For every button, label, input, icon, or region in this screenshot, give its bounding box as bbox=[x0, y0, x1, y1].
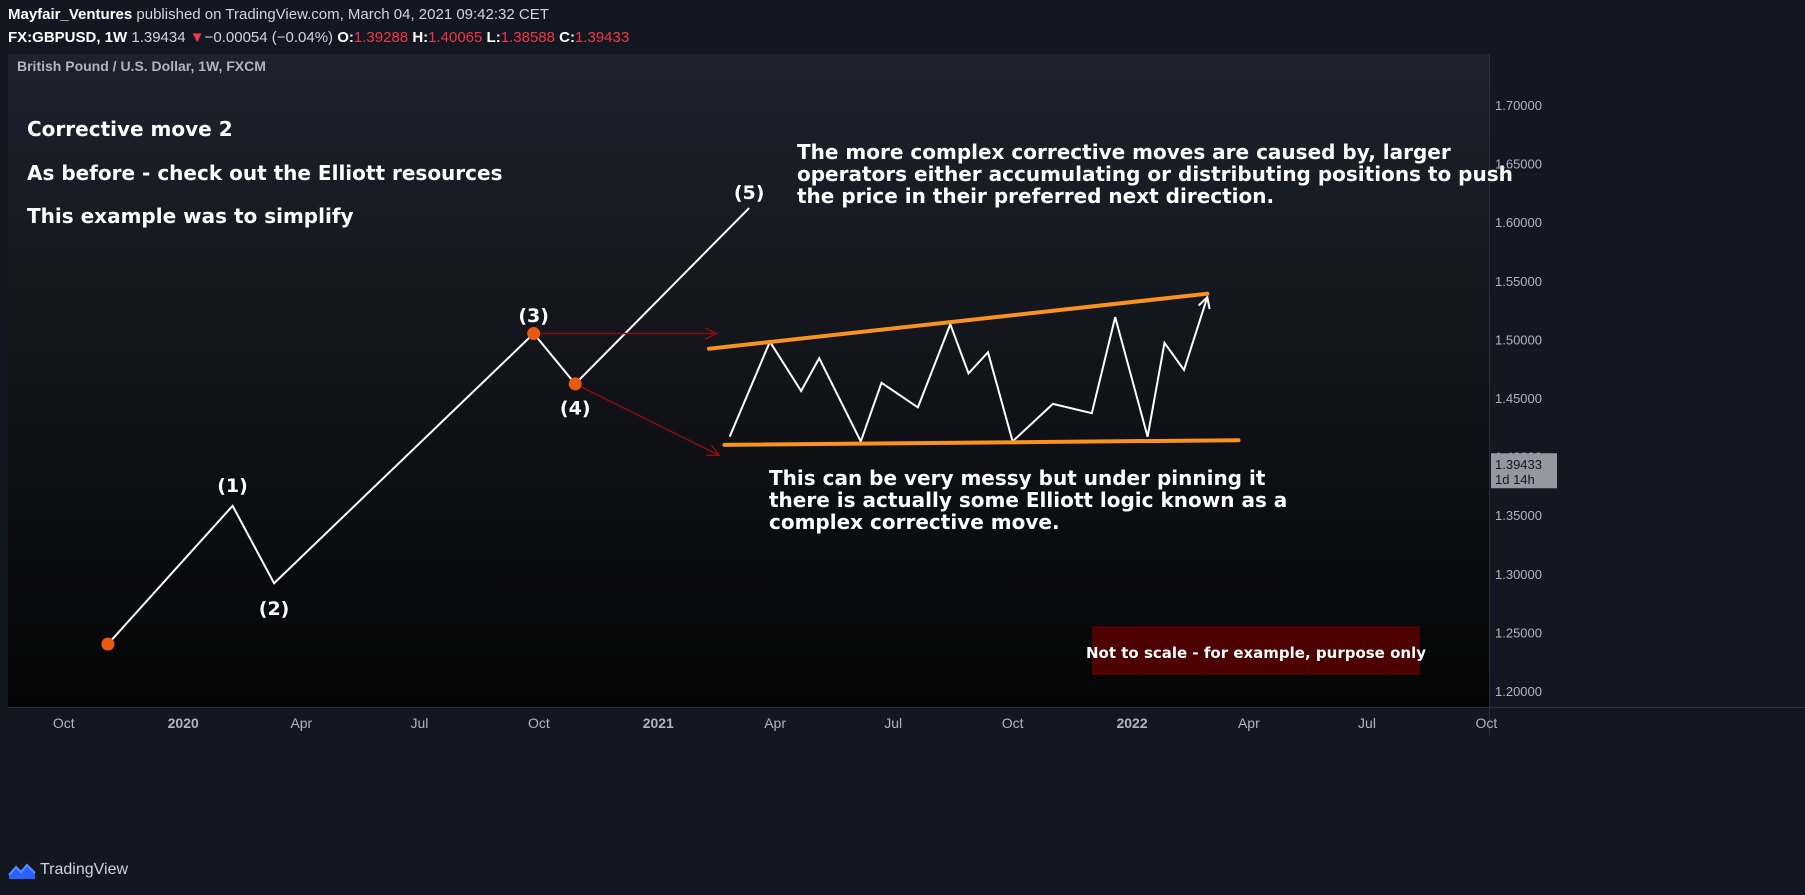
wave-point-dot bbox=[568, 377, 582, 391]
symbol-label: FX:GBPUSD, 1W bbox=[8, 29, 128, 46]
bar-countdown-label: 1d 14h bbox=[1495, 472, 1535, 487]
y-tick-label: 1.35000 bbox=[1495, 508, 1542, 523]
y-tick-label: 1.70000 bbox=[1495, 98, 1542, 113]
chart-header: Mayfair_Ventures published on TradingVie… bbox=[0, 0, 1805, 54]
wave-point-dot bbox=[527, 327, 541, 341]
bottom-annotation-line: complex corrective move. bbox=[769, 510, 1060, 534]
wave-label: (4) bbox=[560, 398, 591, 420]
last-price-marker bbox=[1491, 453, 1557, 489]
red-arrow-line bbox=[574, 383, 720, 457]
tradingview-brand[interactable]: TradingView bbox=[40, 861, 129, 878]
chart-title: British Pound / U.S. Dollar, 1W, FXCM bbox=[17, 58, 266, 74]
y-tick-label: 1.25000 bbox=[1495, 625, 1542, 640]
wave-label: (3) bbox=[518, 305, 549, 327]
publish-line: Mayfair_Ventures published on TradingVie… bbox=[8, 6, 549, 23]
x-tick-label: Apr bbox=[290, 715, 312, 731]
bottom-annotation-line: there is actually some Elliott logic kno… bbox=[769, 488, 1287, 512]
x-tick-label: Oct bbox=[53, 715, 75, 731]
left-annotation-line: As before - check out the Elliott resour… bbox=[27, 161, 502, 185]
y-tick-label: 1.30000 bbox=[1495, 567, 1542, 582]
price-chart[interactable]: British Pound / U.S. Dollar, 1W, FXCM (1)… bbox=[8, 54, 1805, 849]
y-tick-label: 1.20000 bbox=[1495, 684, 1542, 699]
wave-label: (1) bbox=[217, 475, 248, 497]
complex-arrow-head bbox=[1197, 295, 1211, 310]
tradingview-logo-icon[interactable] bbox=[8, 861, 36, 881]
last-price: 1.39434 bbox=[131, 29, 186, 46]
x-tick-label: Apr bbox=[1238, 715, 1260, 731]
y-tick-label: 1.60000 bbox=[1495, 215, 1542, 230]
impulse-wave-line bbox=[107, 207, 750, 645]
chart-area[interactable]: British Pound / U.S. Dollar, 1W, FXCM (1)… bbox=[8, 54, 1805, 849]
ohlc-line: FX:GBPUSD, 1W 1.39434 ▼−0.00054 (−0.04%)… bbox=[8, 29, 629, 46]
high-label: H: bbox=[412, 29, 429, 46]
x-tick-label: 2022 bbox=[1116, 715, 1147, 731]
lower-trendline bbox=[722, 438, 1241, 447]
high-value: 1.40065 bbox=[428, 29, 483, 46]
time-axis-background bbox=[8, 707, 1805, 849]
left-annotation-line: This example was to simplify bbox=[27, 204, 354, 228]
author-name[interactable]: Mayfair_Ventures bbox=[8, 6, 133, 23]
wave-label: (2) bbox=[259, 598, 290, 620]
wave-label: (5) bbox=[734, 182, 765, 204]
close-value: 1.39433 bbox=[574, 29, 630, 46]
x-tick-label: Apr bbox=[764, 715, 786, 731]
open-value: 1.39288 bbox=[353, 29, 409, 46]
published-text: published on TradingView.com, March 04, … bbox=[136, 6, 549, 23]
x-tick-label: Jul bbox=[411, 715, 429, 731]
red-arrow-head bbox=[706, 444, 721, 457]
y-tick-label: 1.50000 bbox=[1495, 332, 1542, 347]
note-box bbox=[1092, 626, 1420, 675]
upper-trendline bbox=[706, 291, 1210, 351]
bottom-annotation-line: This can be very messy but under pinning… bbox=[769, 466, 1266, 490]
x-tick-label: 2020 bbox=[168, 715, 199, 731]
plot-background bbox=[8, 54, 1489, 707]
footer-bar: TradingView bbox=[0, 849, 1805, 895]
close-label: C: bbox=[559, 29, 575, 46]
x-tick-label: 2021 bbox=[643, 715, 674, 731]
note-box-text: Not to scale - for example, purpose only bbox=[1086, 644, 1426, 662]
x-tick-label: Jul bbox=[1358, 715, 1376, 731]
price-axis-background bbox=[1489, 54, 1805, 707]
change-arrow-icon: ▼ bbox=[189, 29, 205, 46]
top-right-annotation-line: operators either accumulating or distrib… bbox=[797, 162, 1513, 186]
top-right-annotation-line: the price in their preferred next direct… bbox=[797, 184, 1274, 208]
last-price-label: 1.39433 bbox=[1495, 457, 1542, 472]
x-tick-label: Oct bbox=[528, 715, 550, 731]
x-tick-label: Oct bbox=[1476, 715, 1498, 731]
x-tick-label: Oct bbox=[1002, 715, 1024, 731]
low-label: L: bbox=[486, 29, 501, 46]
y-tick-label: 1.65000 bbox=[1495, 157, 1542, 172]
open-label: O: bbox=[337, 29, 354, 46]
x-tick-label: Jul bbox=[884, 715, 902, 731]
complex-correction-line bbox=[728, 296, 1209, 444]
red-arrow-head bbox=[704, 327, 719, 340]
wave-point-dot bbox=[101, 637, 115, 651]
left-annotation-line: Corrective move 2 bbox=[27, 117, 233, 141]
y-tick-label: 1.45000 bbox=[1495, 391, 1542, 406]
low-value: 1.38588 bbox=[500, 29, 555, 46]
y-tick-label: 1.55000 bbox=[1495, 274, 1542, 289]
price-change: −0.00054 (−0.04%) bbox=[204, 29, 334, 46]
top-right-annotation-line: The more complex corrective moves are ca… bbox=[797, 140, 1451, 164]
